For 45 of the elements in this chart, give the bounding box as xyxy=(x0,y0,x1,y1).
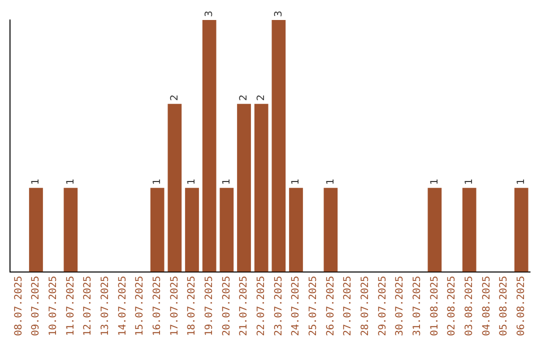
x-tick-label: 31.07.2025 xyxy=(412,276,423,336)
data-label: 1 xyxy=(186,178,198,185)
data-label: 1 xyxy=(290,178,302,185)
data-label: 1 xyxy=(152,178,163,185)
x-tick-label: 11.07.2025 xyxy=(65,276,76,336)
x-tick-label: 23.07.2025 xyxy=(273,276,284,336)
data-label: 2 xyxy=(256,94,267,101)
x-tick-label: 16.07.2025 xyxy=(152,276,163,336)
x-tick-label: 19.07.2025 xyxy=(204,276,215,336)
x-tick-label: 28.07.2025 xyxy=(360,276,371,336)
data-label: 2 xyxy=(238,94,250,101)
x-tick-label: 29.07.2025 xyxy=(377,276,388,336)
data-label: 1 xyxy=(221,178,232,185)
x-tick-label: 05.08.2025 xyxy=(498,276,510,336)
data-label: 3 xyxy=(273,10,284,17)
x-tick-label: 12.07.2025 xyxy=(82,276,94,336)
x-tick-label: 15.07.2025 xyxy=(134,276,146,336)
data-label: 1 xyxy=(429,178,440,185)
data-label: 1 xyxy=(325,178,336,185)
x-tick-label: 08.07.2025 xyxy=(13,276,24,336)
x-tick-label: 20.07.2025 xyxy=(221,276,232,336)
x-tick-label: 21.07.2025 xyxy=(238,276,250,336)
x-tick-label: 13.07.2025 xyxy=(100,276,111,336)
data-label: 3 xyxy=(204,10,215,17)
x-tick-label: 01.08.2025 xyxy=(429,276,440,336)
x-tick-label: 27.07.2025 xyxy=(342,276,354,336)
x-tick-label: 25.07.2025 xyxy=(308,276,319,336)
x-tick-label: 04.08.2025 xyxy=(481,276,492,336)
x-tick-label: 02.08.2025 xyxy=(446,276,458,336)
x-tick-label: 26.07.2025 xyxy=(325,276,336,336)
data-label: 1 xyxy=(30,178,42,185)
x-tick-label: 14.07.2025 xyxy=(117,276,128,336)
x-tick-label: 09.07.2025 xyxy=(30,276,42,336)
x-tick-label: 10.07.2025 xyxy=(48,276,59,336)
x-tick-label: 03.08.2025 xyxy=(464,276,475,336)
x-tick-label: 06.08.2025 xyxy=(516,276,527,336)
data-label: 1 xyxy=(65,178,76,185)
data-label: 1 xyxy=(516,178,527,185)
x-tick-label: 30.07.2025 xyxy=(394,276,406,336)
x-tick-label: 24.07.2025 xyxy=(290,276,302,336)
x-tick-label: 17.07.2025 xyxy=(169,276,180,336)
x-tick-label: 18.07.2025 xyxy=(186,276,198,336)
x-tick-label: 22.07.2025 xyxy=(256,276,267,336)
data-label: 1 xyxy=(464,178,475,185)
data-label: 2 xyxy=(169,94,180,101)
